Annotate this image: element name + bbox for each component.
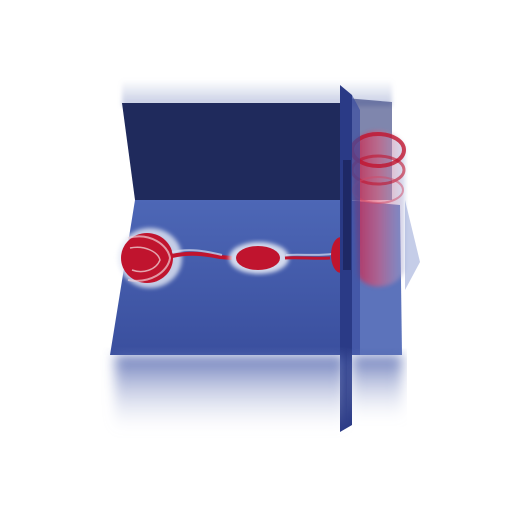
red-filament-features [118, 228, 351, 288]
volume-column [350, 130, 420, 290]
lower-fade-region [115, 355, 402, 430]
front-vertical-slice [340, 85, 360, 432]
